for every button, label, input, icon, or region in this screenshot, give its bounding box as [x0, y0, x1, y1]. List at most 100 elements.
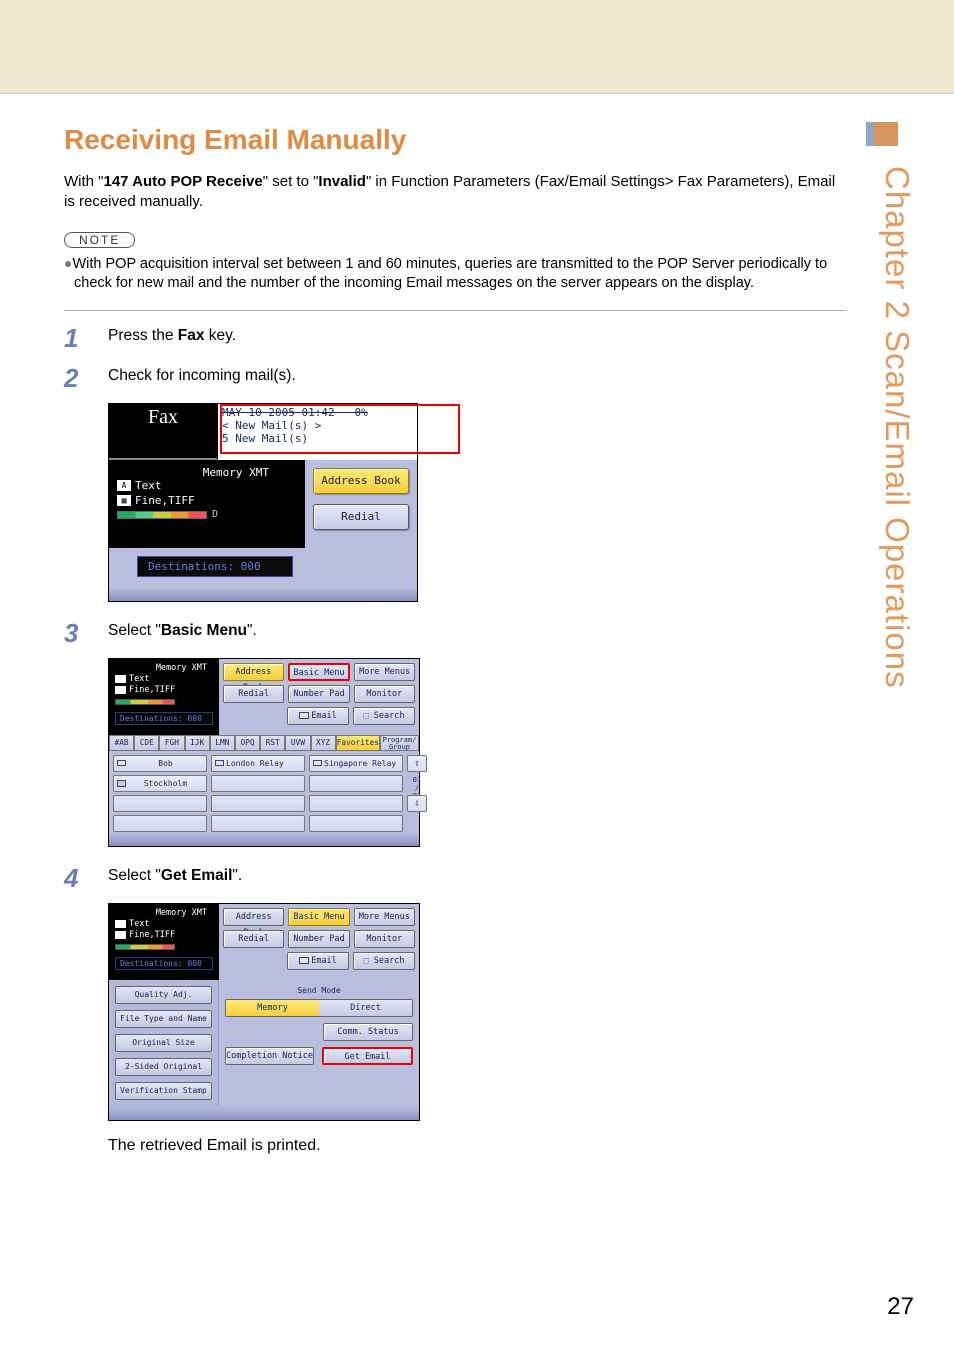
send-mode-label: Send Mode [225, 986, 413, 995]
page-number: 27 [887, 1293, 914, 1321]
text-mode: Text [135, 479, 162, 492]
settings-summary: Memory XMT Text Fine,TIFF Destinations: … [109, 904, 219, 980]
intro-text2: " set to " [263, 173, 319, 190]
address-book-button[interactable]: Address Book [313, 468, 409, 494]
text-icon [115, 920, 126, 928]
tab-favorites[interactable]: Favorites [336, 735, 380, 751]
address-book-button[interactable]: Address Book [223, 908, 284, 926]
redial-button[interactable]: Redial [223, 685, 284, 703]
tab-cde[interactable]: CDE [134, 735, 159, 751]
redial-button[interactable]: Redial [223, 930, 284, 948]
tab-fgh[interactable]: FGH [159, 735, 184, 751]
text-icon [115, 675, 126, 683]
panel-footer [109, 587, 417, 601]
direct-option[interactable]: Direct [319, 1000, 412, 1016]
tab-lmn[interactable]: LMN [210, 735, 235, 751]
email-label: Email [311, 711, 337, 721]
density-meter [117, 511, 207, 519]
step-text: Check for incoming mail(s). [108, 367, 296, 384]
number-pad-button[interactable]: Number Pad [288, 930, 349, 948]
two-sided-button[interactable]: 2-Sided Original [115, 1058, 212, 1076]
contact-stockholm[interactable]: Stockholm [113, 775, 207, 792]
grid-icon [115, 686, 126, 694]
send-mode-toggle[interactable]: Memory Direct [225, 999, 413, 1017]
step-4: 4 Select "Get Email". [64, 863, 846, 891]
destinations-count: Destinations: 000 [115, 712, 213, 725]
tab-opq[interactable]: OPQ [235, 735, 260, 751]
search-label: Search [374, 711, 405, 721]
redial-button[interactable]: Redial [313, 504, 409, 530]
tab-ab[interactable]: #AB [109, 735, 134, 751]
note-body: ●With POP acquisition interval set betwe… [64, 254, 846, 311]
empty-slot[interactable] [211, 815, 305, 832]
empty-slot[interactable] [113, 795, 207, 812]
step-num: 2 [64, 363, 108, 391]
contact-label: Stockholm [128, 776, 203, 791]
empty-slot[interactable] [211, 795, 305, 812]
step-num: 1 [64, 323, 108, 351]
email-button[interactable]: Email [287, 952, 349, 970]
page-title: Receiving Email Manually [64, 124, 846, 156]
contact-london[interactable]: London Relay [211, 755, 305, 772]
contact-label: Bob [128, 756, 203, 771]
basic-menu-button[interactable]: Basic Menu [288, 908, 349, 926]
address-book-button[interactable]: Address Book [223, 663, 284, 681]
intro-bold2: Invalid [318, 173, 366, 190]
tab-uvw[interactable]: UVW [285, 735, 310, 751]
left-options: Quality Adj. File Type and Name Original… [109, 980, 219, 1106]
destinations-count: Destinations: 000 [115, 957, 213, 970]
intro-paragraph: With "147 Auto POP Receive" set to "Inva… [64, 172, 846, 213]
number-pad-button[interactable]: Number Pad [288, 685, 349, 703]
get-email-button[interactable]: Get Email [322, 1047, 413, 1065]
settings-summary: Memory XMT AText ▦Fine,TIFF [109, 460, 305, 548]
intro-text: With " [64, 173, 104, 190]
step-text: ". [232, 867, 242, 884]
verification-stamp-button[interactable]: Verification Stamp [115, 1082, 212, 1100]
email-button[interactable]: Email [287, 707, 349, 725]
search-button[interactable]: ⬚ Search [353, 707, 415, 725]
text-mode: Text [129, 919, 149, 929]
contact-singapore[interactable]: Singapore Relay [309, 755, 403, 772]
resolution-mode: Fine,TIFF [135, 494, 195, 507]
chapter-label: Chapter 2 Scan/Email Operations [878, 166, 916, 689]
search-icon: ⬚ [364, 956, 369, 966]
quality-adj-button[interactable]: Quality Adj. [115, 986, 212, 1004]
resolution-mode: Fine,TIFF [129, 930, 175, 940]
step-num: 4 [64, 863, 108, 891]
memory-option[interactable]: Memory [226, 1000, 319, 1016]
search-button[interactable]: ⬚ Search [353, 952, 415, 970]
monitor-button[interactable]: Monitor [354, 930, 415, 948]
step-text: ". [247, 622, 257, 639]
tab-xyz[interactable]: XYZ [311, 735, 336, 751]
step-text: Select " [108, 867, 161, 884]
side-tab-accent [874, 122, 898, 146]
contact-bob[interactable]: Bob [113, 755, 207, 772]
empty-slot[interactable] [309, 815, 403, 832]
completion-notice-button[interactable]: Completion Notice [225, 1047, 314, 1065]
comm-status-button[interactable]: Comm. Status [323, 1023, 413, 1041]
empty-slot[interactable] [309, 795, 403, 812]
scroll-up-button[interactable]: ⇧ [407, 755, 427, 772]
step-bold: Get Email [161, 867, 233, 884]
note-text: With POP acquisition interval set betwee… [72, 256, 827, 292]
more-menus-button[interactable]: More Menus [354, 908, 415, 926]
status-area: MAY 10 2005 01:42 0% < New Mail(s) > 5 N… [217, 404, 417, 460]
file-type-name-button[interactable]: File Type and Name [115, 1010, 212, 1028]
monitor-button[interactable]: Monitor [354, 685, 415, 703]
empty-slot[interactable] [309, 775, 403, 792]
step-text: key. [205, 327, 237, 344]
highlight-box [220, 404, 460, 454]
more-menus-button[interactable]: More Menus [354, 663, 415, 681]
tab-program-group[interactable]: Program/ Group [380, 735, 419, 751]
basic-menu-button[interactable]: Basic Menu [288, 663, 351, 681]
envelope-icon [299, 957, 309, 964]
original-size-button[interactable]: Original Size [115, 1034, 212, 1052]
density-meter [115, 944, 175, 950]
settings-summary: Memory XMT Text Fine,TIFF Destinations: … [109, 659, 219, 735]
tab-rst[interactable]: RST [260, 735, 285, 751]
empty-slot[interactable] [113, 815, 207, 832]
envelope-icon [299, 712, 309, 719]
scroll-down-button[interactable]: ⇩ [407, 795, 427, 812]
tab-ijk[interactable]: IJK [185, 735, 210, 751]
empty-slot[interactable] [211, 775, 305, 792]
